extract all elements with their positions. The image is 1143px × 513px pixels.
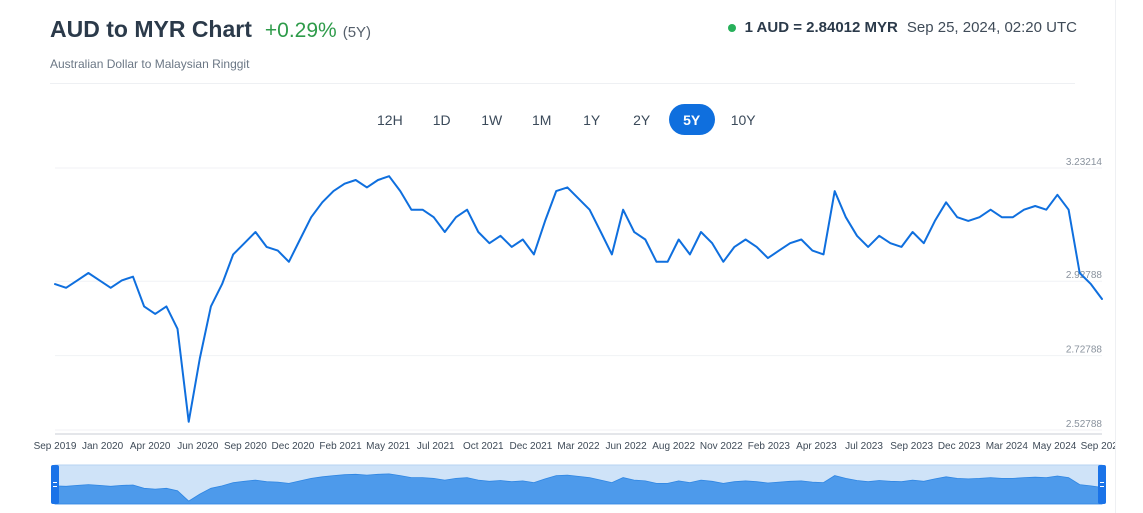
x-tick-label: Apr 2020 bbox=[130, 441, 171, 452]
x-tick-label: Jul 2021 bbox=[417, 441, 455, 452]
chart-card: AUD to MYR Chart +0.29% (5Y) Australian … bbox=[34, 0, 1116, 513]
range-button-12h[interactable]: 12H bbox=[377, 111, 403, 128]
x-tick-label: Dec 2023 bbox=[938, 441, 981, 452]
x-tick-label: Mar 2022 bbox=[557, 441, 600, 452]
y-tick-label: 3.23214 bbox=[1066, 157, 1103, 168]
y-tick-label: 2.92788 bbox=[1066, 270, 1103, 281]
range-button-10y[interactable]: 10Y bbox=[730, 111, 756, 128]
x-tick-label: May 2024 bbox=[1032, 441, 1076, 452]
x-tick-label: Jul 2023 bbox=[845, 441, 883, 452]
x-tick-label: Nov 2022 bbox=[700, 441, 743, 452]
x-tick-label: Dec 2020 bbox=[272, 441, 315, 452]
range-button-1y[interactable]: 1Y bbox=[583, 111, 601, 128]
navigator-area bbox=[54, 473, 1103, 505]
change-percent: +0.29% bbox=[264, 19, 337, 42]
navigator-handle-left[interactable] bbox=[51, 465, 59, 504]
range-button-1m[interactable]: 1M bbox=[531, 111, 552, 128]
x-tick-label: Feb 2021 bbox=[319, 441, 362, 452]
x-tick-label: May 2021 bbox=[366, 441, 410, 452]
x-tick-label: Oct 2021 bbox=[463, 441, 504, 452]
page-subtitle: Australian Dollar to Malaysian Ringgit bbox=[50, 57, 250, 71]
series-line bbox=[54, 175, 1103, 423]
live-status-icon bbox=[727, 23, 736, 32]
x-tick-label: Dec 2021 bbox=[510, 441, 553, 452]
rate-timestamp: Sep 25, 2024, 02:20 UTC bbox=[906, 19, 1077, 36]
x-tick-label: Jan 2020 bbox=[82, 441, 124, 452]
header-divider bbox=[50, 83, 1075, 84]
navigator-handle-right[interactable] bbox=[1098, 465, 1106, 504]
x-tick-label: Apr 2023 bbox=[796, 441, 837, 452]
x-tick-label: Jun 2022 bbox=[606, 441, 648, 452]
x-tick-label: Sep 2024 bbox=[1081, 441, 1115, 452]
x-tick-label: Sep 2023 bbox=[890, 441, 933, 452]
change-period: (5Y) bbox=[342, 24, 372, 41]
x-tick-label: Feb 2023 bbox=[748, 441, 791, 452]
x-tick-label: Sep 2020 bbox=[224, 441, 267, 452]
page-title: AUD to MYR Chart bbox=[50, 16, 252, 42]
time-range-selector: 12H 1D 1W 1M 1Y 2Y 5Y 10Y bbox=[365, 104, 768, 135]
title-row: AUD to MYR Chart +0.29% (5Y) bbox=[50, 16, 371, 43]
x-tick-label: Mar 2024 bbox=[986, 441, 1029, 452]
x-tick-label: Sep 2019 bbox=[34, 441, 77, 452]
rate-value: 1 AUD = 2.84012 MYR bbox=[744, 19, 898, 36]
range-button-2y[interactable]: 2Y bbox=[633, 111, 651, 128]
x-tick-label: Aug 2022 bbox=[652, 441, 695, 452]
line-chart: 3.23214 2.92788 2.72788 2.52788 Sep 2019 Jan … bbox=[34, 157, 1115, 505]
x-tick-label: Jun 2020 bbox=[177, 441, 219, 452]
range-button-1w[interactable]: 1W bbox=[481, 111, 503, 128]
range-button-1d[interactable]: 1D bbox=[432, 111, 451, 128]
y-tick-label: 2.52788 bbox=[1066, 419, 1103, 430]
range-button-5y[interactable]: 5Y bbox=[668, 104, 715, 135]
y-tick-label: 2.72788 bbox=[1066, 345, 1103, 356]
current-rate: 1 AUD = 2.84012 MYR Sep 25, 2024, 02:20 … bbox=[727, 19, 1077, 36]
